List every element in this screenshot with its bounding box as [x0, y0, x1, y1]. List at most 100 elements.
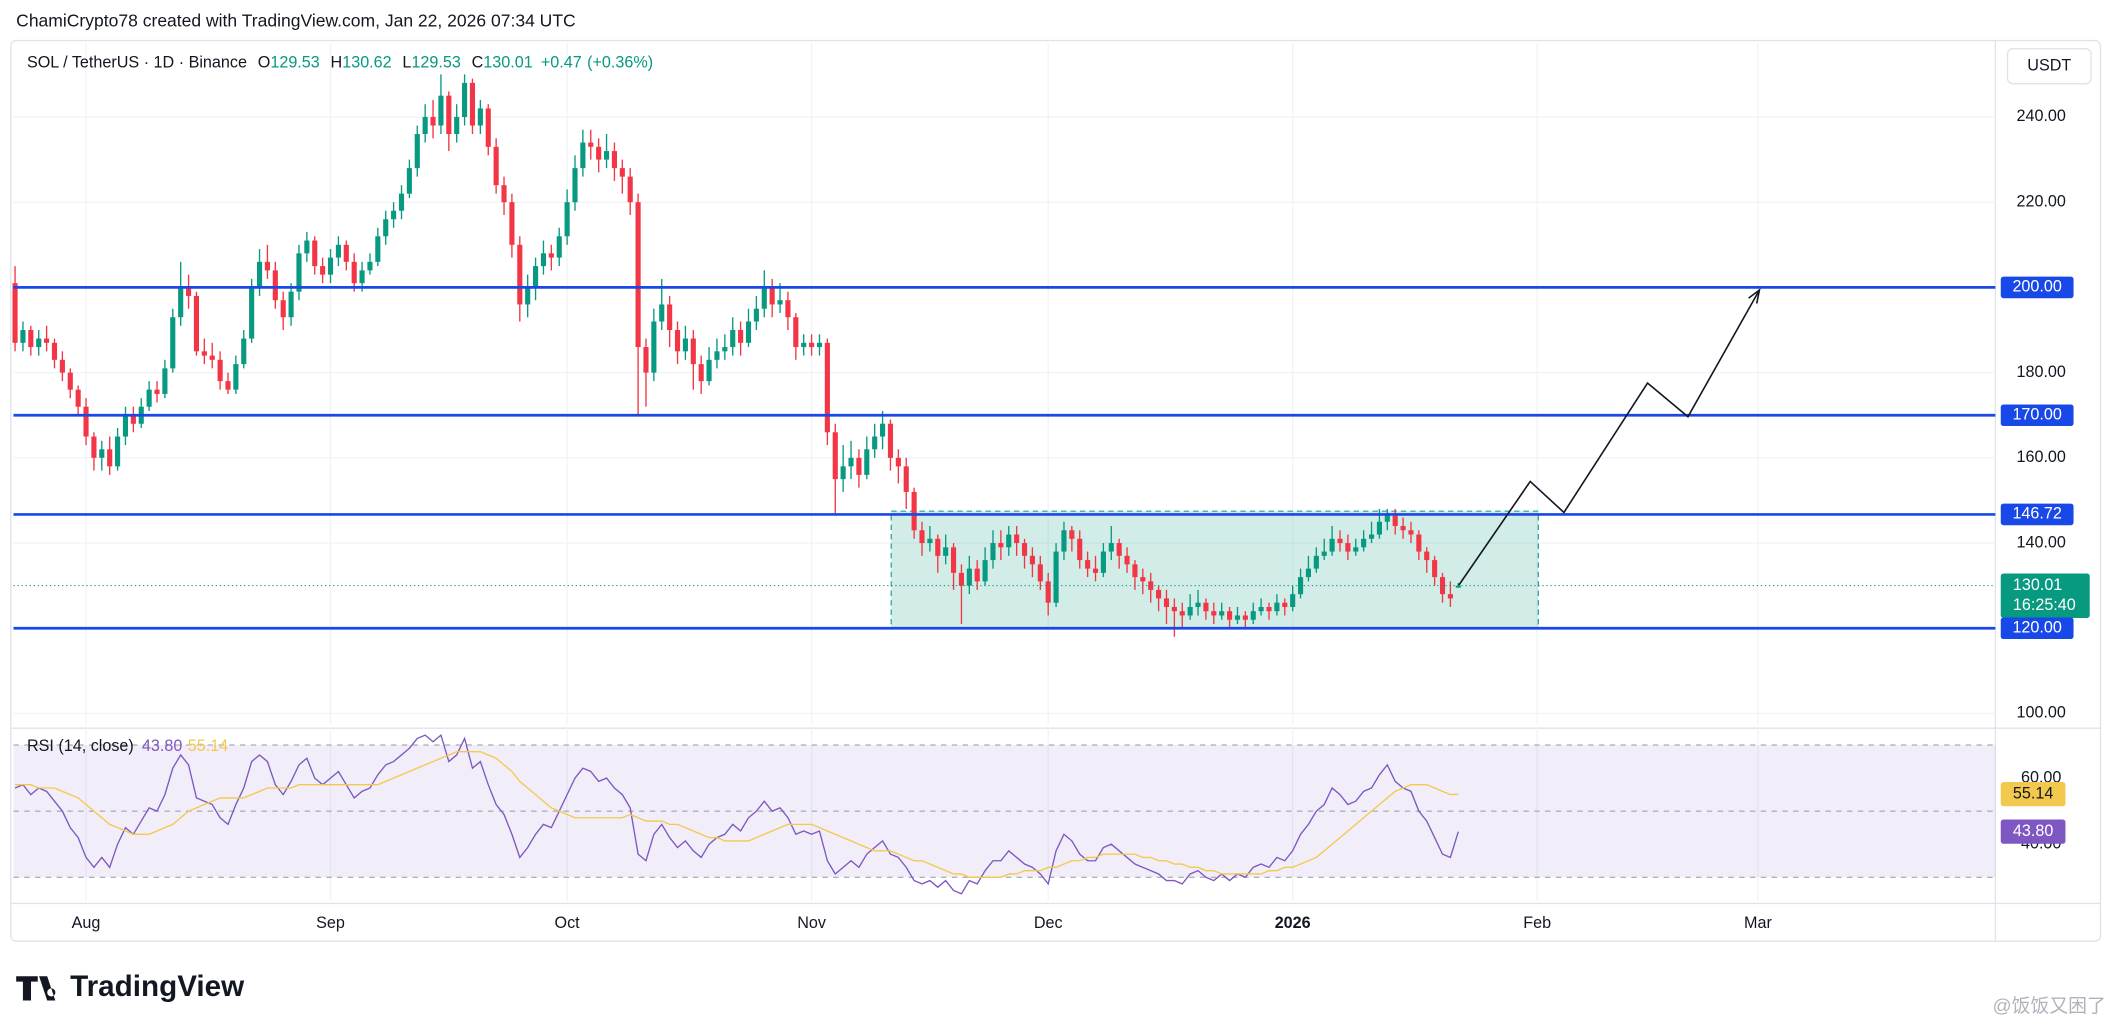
candle-body	[193, 295, 200, 352]
candle-body	[1037, 564, 1043, 582]
candle-body	[627, 176, 633, 203]
candle-body	[1353, 547, 1359, 552]
candle-body	[1140, 577, 1146, 582]
candle-body	[36, 338, 42, 348]
candle-body	[1100, 551, 1106, 573]
candle-body	[343, 244, 349, 262]
x-tick-label: Oct	[555, 914, 581, 932]
candle-body	[225, 381, 231, 390]
legend-value: 130.62	[342, 54, 391, 72]
candle-body	[761, 287, 767, 309]
rsi-tag-label: 43.80	[2013, 822, 2053, 840]
candle-body	[59, 359, 65, 373]
candle-body	[580, 142, 586, 169]
level-label: 120.00	[2012, 619, 2061, 637]
candle-body	[958, 572, 964, 586]
grid	[13, 43, 1996, 901]
candle-body	[793, 317, 799, 348]
candle-body	[525, 287, 531, 305]
level-tag	[2000, 503, 2074, 526]
candle-body	[233, 364, 239, 390]
candle-body	[533, 266, 539, 288]
watermark: @饭饭又困了	[1992, 995, 2105, 1016]
projection-arrow	[1458, 289, 1761, 586]
legend-value: 129.53	[270, 54, 319, 72]
candle-body	[485, 108, 491, 147]
candle-body	[1227, 611, 1233, 620]
candle-body	[1014, 534, 1020, 544]
candle-body	[20, 330, 26, 343]
candle-body	[446, 95, 452, 135]
candle-body	[67, 372, 73, 390]
caption: ChamiCrypto78 created with TradingView.c…	[16, 10, 576, 30]
candle-body	[1132, 564, 1138, 578]
candle-body	[674, 330, 681, 352]
candle-body	[304, 240, 310, 254]
candle-body	[391, 210, 397, 220]
last-price-tag	[2000, 573, 2090, 618]
candle-body	[730, 330, 736, 348]
candle-body	[280, 300, 286, 318]
rsi-tick-label: 60.00	[2021, 768, 2061, 786]
candle-body	[1250, 611, 1256, 620]
candle-body	[1195, 602, 1201, 607]
candle-body	[990, 543, 996, 561]
candle-body	[359, 270, 365, 284]
candle-body	[422, 116, 428, 135]
candle-body	[619, 168, 625, 177]
legend-value: 130.01	[483, 54, 532, 72]
candle-body	[974, 568, 980, 582]
rsi-tag	[2000, 782, 2066, 807]
candle-body	[509, 202, 515, 245]
candle-body	[935, 538, 941, 556]
candle-body	[1163, 598, 1170, 607]
candle-body	[1203, 602, 1209, 612]
candle-body	[1337, 538, 1343, 544]
currency[interactable]: USDT	[2027, 56, 2071, 74]
candle-body	[1061, 530, 1067, 552]
candle-body	[1077, 538, 1083, 561]
candle-body	[722, 347, 728, 352]
y-tick-label: 100.00	[2016, 704, 2065, 722]
candle-body	[83, 406, 89, 437]
change: +0.47	[541, 54, 582, 72]
candle-body	[887, 423, 894, 458]
legend-label: C	[472, 54, 484, 72]
candle-body	[753, 308, 759, 322]
candle-body	[785, 300, 791, 318]
rsi-line	[15, 750, 1459, 878]
candle-body	[738, 330, 744, 343]
candle-body	[312, 240, 318, 267]
x-tick-label: Nov	[797, 914, 827, 932]
candle-body	[809, 342, 815, 348]
candle-body	[51, 342, 58, 360]
candle-body	[288, 291, 294, 318]
candle-body	[840, 466, 846, 480]
candle-body	[1069, 530, 1075, 539]
candle-body	[367, 261, 373, 271]
candle-body	[517, 244, 523, 305]
candle-body	[1321, 551, 1327, 556]
candle-body	[911, 491, 917, 531]
candle-body	[170, 317, 176, 369]
rsi-value: 43.80	[142, 737, 182, 755]
x-tick-label: Mar	[1744, 914, 1772, 932]
candle-body	[1376, 521, 1382, 535]
level-tag	[2000, 276, 2074, 299]
chart-frame	[10, 39, 2102, 942]
candle-body	[698, 364, 704, 382]
rsi-tag-label: 55.14	[2013, 784, 2053, 802]
x-tick-label: Dec	[1034, 914, 1063, 932]
candle-body	[769, 287, 775, 305]
candle-body	[1313, 555, 1319, 569]
candle-body	[1234, 615, 1241, 620]
brand: TradingView	[70, 970, 245, 1003]
candle-body	[477, 108, 483, 126]
rsi-ma-value: 55.14	[188, 737, 228, 755]
currency-button[interactable]	[2006, 47, 2092, 85]
candle-body	[1345, 543, 1351, 552]
rsi-tag	[2000, 819, 2066, 844]
candle-body	[1266, 606, 1272, 612]
legend-label: H	[331, 54, 343, 72]
